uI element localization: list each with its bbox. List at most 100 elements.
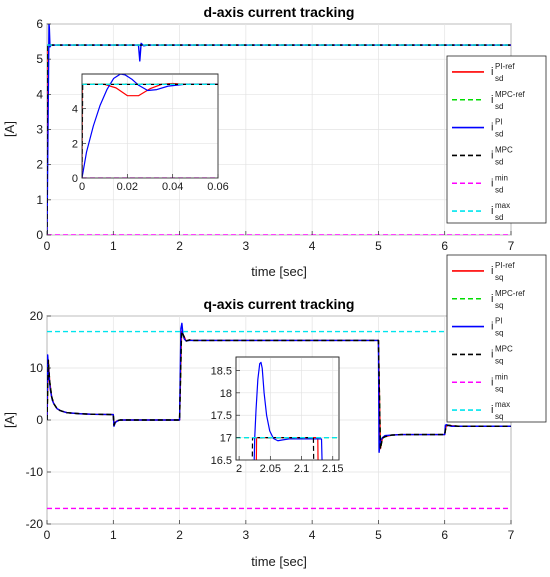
x-tick-label: 0 (44, 528, 51, 542)
x-ticks: 0 1 2 3 4 5 6 7 (44, 520, 515, 542)
series-line (253, 361, 323, 460)
y-tick-label: 1 (36, 193, 43, 207)
legend-box (446, 55, 547, 224)
series-line-mpc (47, 44, 511, 235)
x-tick-label: 0.06 (207, 181, 228, 193)
inset-area (235, 356, 340, 461)
x-tick-label: 2.1 (294, 463, 309, 475)
legend-symbol: i (491, 149, 493, 161)
legend-subscript: sd (495, 102, 503, 111)
legend-label: min (495, 372, 508, 381)
inset: 0 0.02 0.04 0.06 0 2 4 (72, 73, 229, 193)
x-tick-label: 0.04 (162, 181, 183, 193)
x-tick-label: 7 (508, 239, 515, 253)
inset: 2 2.05 2.1 2.15 16.5 17 17.5 18 18.5 (211, 356, 343, 475)
inset-x-ticks: 0 0.02 0.04 0.06 (79, 174, 229, 193)
legend-subscript: sq (495, 301, 503, 310)
series-line-mpc (47, 330, 511, 450)
y-axis-label: [A] (2, 412, 17, 428)
y-ticks: 0 1 2 3 4 5 6 (36, 17, 51, 242)
series-line (82, 74, 218, 178)
inset-border (81, 73, 219, 179)
legend-subscript: sq (495, 273, 503, 282)
series-clip (47, 322, 511, 510)
series (47, 322, 511, 510)
legend-symbol: i (491, 66, 493, 78)
y-tick-label: -10 (26, 465, 44, 479)
y-tick-label: 18.5 (211, 365, 232, 377)
legend-label: PI-ref (495, 62, 515, 71)
x-tick-label: 4 (309, 528, 316, 542)
legend-label: MPC-ref (495, 90, 526, 99)
x-tick-label: 1 (110, 239, 117, 253)
y-tick-label: 4 (72, 104, 78, 116)
legend-symbol: i (491, 376, 493, 388)
legend-symbol: i (491, 321, 493, 333)
legend-symbol: i (491, 94, 493, 106)
legend-subscript: sq (495, 329, 503, 338)
y-tick-label: 6 (36, 17, 43, 31)
x-tick-label: 2 (176, 528, 183, 542)
series (47, 24, 511, 235)
legend-symbol: i (491, 122, 493, 134)
x-tick-label: 4 (309, 239, 316, 253)
x-tick-label: 2 (176, 239, 183, 253)
legend-box (446, 254, 547, 423)
x-tick-label: 0 (44, 239, 51, 253)
x-tick-label: 7 (508, 528, 515, 542)
y-tick-label: 17 (220, 433, 232, 445)
series-line (251, 437, 315, 460)
series-clip (236, 361, 339, 460)
legend-subscript: sq (495, 412, 503, 421)
legend-symbol: i (491, 348, 493, 360)
y-tick-label: 0 (36, 413, 43, 427)
y-ticks: -20 -10 0 10 20 (26, 309, 51, 531)
legend-subscript: sq (495, 356, 503, 365)
legend-subscript: sd (495, 185, 503, 194)
chart-d-axis: 0 1 2 3 4 5 6 7 0 1 2 3 4 5 6 d-axis current tracking… (2, 4, 547, 279)
inset-y-ticks: 16.5 17 17.5 18 18.5 (211, 365, 240, 467)
legend-symbol: i (491, 205, 493, 217)
legend-subscript: sd (495, 213, 503, 222)
y-tick-label: 10 (30, 361, 44, 375)
x-tick-label: 6 (441, 239, 448, 253)
y-tick-label: 2 (72, 138, 78, 150)
x-tick-label: 3 (243, 239, 250, 253)
chart-title: d-axis current tracking (204, 4, 355, 20)
legend-symbol: i (491, 265, 493, 277)
legend-label: max (495, 201, 510, 210)
y-tick-label: 4 (36, 87, 43, 101)
y-tick-label: 5 (36, 52, 43, 66)
legend-symbol: i (491, 404, 493, 416)
inset-series (236, 361, 339, 460)
x-tick-label: 0.02 (117, 181, 138, 193)
chart-q-axis: 0 1 2 3 4 5 6 7 -20 -10 0 10 20 q-axis current trac… (2, 254, 547, 569)
x-tick-label: 2.05 (260, 463, 281, 475)
legend-label: max (495, 400, 510, 409)
y-tick-label: 20 (30, 309, 44, 323)
x-tick-label: 5 (375, 239, 382, 253)
y-tick-label: 0 (36, 228, 43, 242)
legend-subscript: sd (495, 130, 503, 139)
legend-subscript: sd (495, 157, 503, 166)
chart-title: q-axis current tracking (204, 296, 355, 312)
y-tick-label: 2 (36, 158, 43, 172)
inset-border (235, 356, 340, 461)
inset-x-ticks: 2 2.05 2.1 2.15 (236, 456, 343, 475)
legend-label: MPC (495, 344, 513, 353)
legend-label: PI-ref (495, 261, 515, 270)
y-axis-label: [A] (2, 121, 17, 137)
legend-subscript: sd (495, 74, 503, 83)
x-ticks: 0 1 2 3 4 5 6 7 (44, 231, 515, 253)
series-clip (47, 24, 511, 235)
legend-label: MPC (495, 145, 513, 154)
y-tick-label: 18 (220, 388, 232, 400)
x-tick-label: 1 (110, 528, 117, 542)
x-axis-label: time [sec] (251, 554, 307, 569)
y-tick-label: 0 (72, 173, 78, 185)
